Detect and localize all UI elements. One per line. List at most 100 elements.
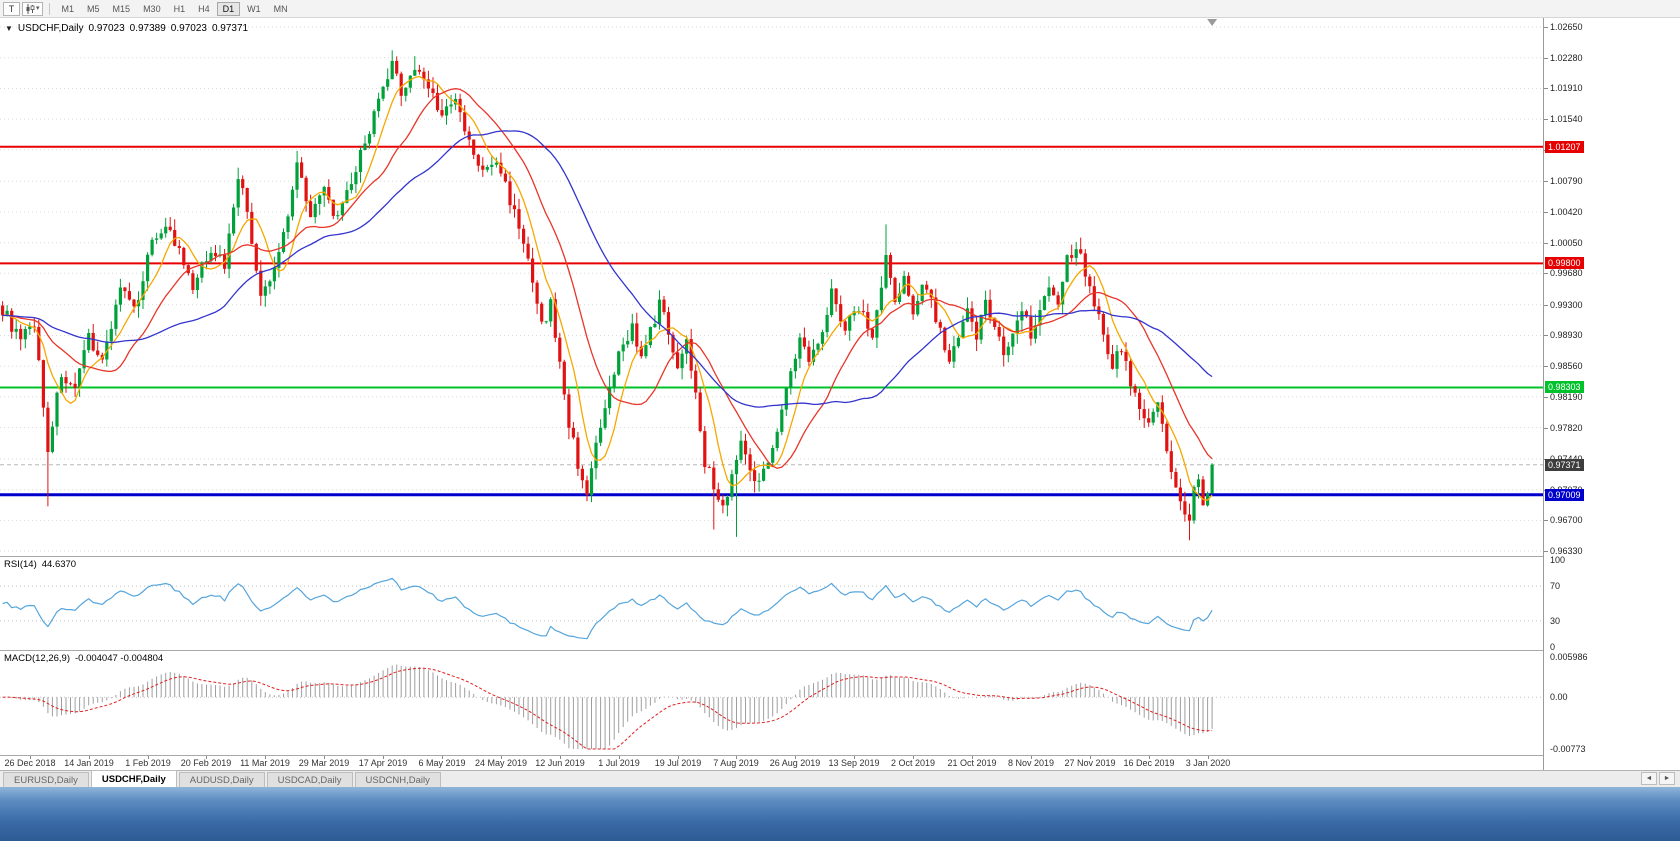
rsi-panel[interactable] xyxy=(0,557,1543,650)
panel-separator[interactable] xyxy=(0,650,1680,651)
timeframe-button-h1[interactable]: H1 xyxy=(173,3,186,14)
macd-indicator-label: MACD(12,26,9) -0.004047 -0.004804 xyxy=(4,653,163,664)
price-tick-mark xyxy=(1544,551,1548,552)
price-tick-mark xyxy=(1544,397,1548,398)
price-tick-label: 0.96330 xyxy=(1550,546,1583,556)
date-tick-mark xyxy=(148,756,149,759)
date-label: 27 Nov 2019 xyxy=(1064,758,1116,768)
date-tick-mark xyxy=(560,756,561,759)
price-tick-label: 0.96700 xyxy=(1550,515,1583,525)
date-tick-mark xyxy=(324,756,325,759)
chart-tab-usdcad[interactable]: USDCAD,Daily xyxy=(266,772,353,787)
price-tick-mark xyxy=(1544,181,1548,182)
macd-name: MACD(12,26,9) xyxy=(4,653,70,664)
price-tick-mark xyxy=(1544,273,1548,274)
date-tick-mark xyxy=(619,756,620,759)
chart-tab-list: EURUSD,Daily USDCHF,Daily AUDUSD,Daily USDC… xyxy=(2,770,442,787)
timeframe-button-w1[interactable]: W1 xyxy=(247,3,261,14)
date-tick-mark xyxy=(206,756,207,759)
chart-shift-marker xyxy=(1207,19,1218,26)
date-label: 21 Oct 2019 xyxy=(947,758,997,768)
time-axis[interactable]: 26 Dec 2018 14 Jan 2019 1 Feb 2019 20 Feb 2… xyxy=(0,756,1543,770)
timeframe-button-m30[interactable]: M30 xyxy=(143,3,161,14)
panel-separator[interactable] xyxy=(0,556,1680,557)
date-tick-mark xyxy=(972,756,973,759)
price-tick-mark xyxy=(1544,212,1548,213)
price-tick-label: 0.97820 xyxy=(1550,423,1583,433)
price-tick-label: 1.00050 xyxy=(1550,238,1583,248)
macd-level-label: -0.00773 xyxy=(1550,744,1586,754)
rsi-level-label: 70 xyxy=(1550,581,1561,591)
price-tick-label: 1.01910 xyxy=(1550,83,1583,93)
timeframe-button-m15[interactable]: M15 xyxy=(112,3,131,14)
tab-scroll-controls: ◄ ► xyxy=(1641,772,1680,787)
timeframe-button-h4[interactable]: H4 xyxy=(198,3,210,14)
date-tick-mark xyxy=(501,756,502,759)
timeframe-button-mn[interactable]: MN xyxy=(273,3,288,14)
resistance-line-lower-price-badge: 0.99800 xyxy=(1545,257,1584,269)
macd-current-values: -0.004047 -0.004804 xyxy=(75,653,164,664)
date-label: 14 Jan 2019 xyxy=(64,758,114,768)
date-label: 13 Sep 2019 xyxy=(828,758,880,768)
price-tick-mark xyxy=(1544,27,1548,28)
chart-tab-eurusd[interactable]: EURUSD,Daily xyxy=(3,772,89,787)
date-tick-mark xyxy=(736,756,737,759)
toolbar: T ▾ M1 M5 M15 M30 H1 H4 D1 W1 MN xyxy=(0,0,1680,18)
panel-separator[interactable] xyxy=(0,755,1680,756)
chart-tab-usdchf[interactable]: USDCHF,Daily xyxy=(90,770,177,787)
chart-symbol-period: USDCHF,Daily xyxy=(17,23,84,34)
date-label: 11 Mar 2019 xyxy=(240,758,290,768)
date-tick-mark xyxy=(678,756,679,759)
date-label: 16 Dec 2019 xyxy=(1123,758,1175,768)
date-label: 2 Oct 2019 xyxy=(890,758,936,768)
price-tick-mark xyxy=(1544,58,1548,59)
support-line-green-price-badge: 0.98303 xyxy=(1545,381,1584,393)
timeframe-button-group: M1 M5 M15 M30 H1 H4 D1 W1 MN xyxy=(56,1,294,16)
rsi-level-label: 30 xyxy=(1550,616,1561,626)
price-tick-label: 0.98560 xyxy=(1550,361,1583,371)
chart-type-dropdown-button[interactable]: ▾ xyxy=(22,1,43,16)
candlestick-chart-icon xyxy=(26,3,35,14)
ohlc-open: 0.97023 xyxy=(88,23,125,34)
toolbar-separator xyxy=(48,2,50,15)
price-tick-label: 0.98930 xyxy=(1550,330,1583,340)
date-label: 26 Dec 2018 xyxy=(4,758,56,768)
price-tick-label: 0.99300 xyxy=(1550,300,1583,310)
macd-level-label: 0.00 xyxy=(1550,692,1568,702)
resistance-line-upper-price-badge: 1.01207 xyxy=(1545,141,1584,153)
date-label: 8 Nov 2019 xyxy=(1007,758,1055,768)
chart-tab-audusd[interactable]: AUDUSD,Daily xyxy=(178,772,265,787)
rsi-level-label: 0 xyxy=(1550,642,1556,652)
price-tick-mark xyxy=(1544,428,1548,429)
price-tick-label: 0.99680 xyxy=(1550,268,1583,278)
timeframe-button-m5[interactable]: M5 xyxy=(87,3,100,14)
text-tool-button[interactable]: T xyxy=(3,1,20,16)
price-tick-mark xyxy=(1544,366,1548,367)
main-chart-panel[interactable] xyxy=(0,18,1543,556)
ohlc-high: 0.97389 xyxy=(129,23,166,34)
date-tick-mark xyxy=(795,756,796,759)
date-label: 17 Apr 2019 xyxy=(358,758,408,768)
date-tick-mark xyxy=(383,756,384,759)
price-tick-mark xyxy=(1544,119,1548,120)
date-label: 29 Mar 2019 xyxy=(298,758,350,768)
date-label: 19 Jul 2019 xyxy=(654,758,702,768)
tab-scroll-right-button[interactable]: ► xyxy=(1659,772,1675,785)
date-tick-mark xyxy=(1149,756,1150,759)
macd-panel[interactable] xyxy=(0,651,1543,755)
date-label: 1 Feb 2019 xyxy=(125,758,171,768)
date-tick-mark xyxy=(265,756,266,759)
timeframe-button-d1[interactable]: D1 xyxy=(216,1,241,16)
date-tick-mark xyxy=(1208,756,1209,759)
date-tick-mark xyxy=(913,756,914,759)
date-tick-mark xyxy=(1090,756,1091,759)
tab-scroll-left-button[interactable]: ◄ xyxy=(1641,772,1657,785)
date-tick-mark xyxy=(1031,756,1032,759)
timeframe-button-m1[interactable]: M1 xyxy=(61,3,75,14)
date-label: 20 Feb 2019 xyxy=(180,758,232,768)
one-click-trading-toggle[interactable]: ▼ xyxy=(5,23,13,33)
price-axis[interactable]: 1.026501.022801.019101.015401.011701.007… xyxy=(1543,18,1680,770)
chart-tab-usdcnh[interactable]: USDCNH,Daily xyxy=(354,772,441,787)
date-tick-mark xyxy=(30,756,31,759)
